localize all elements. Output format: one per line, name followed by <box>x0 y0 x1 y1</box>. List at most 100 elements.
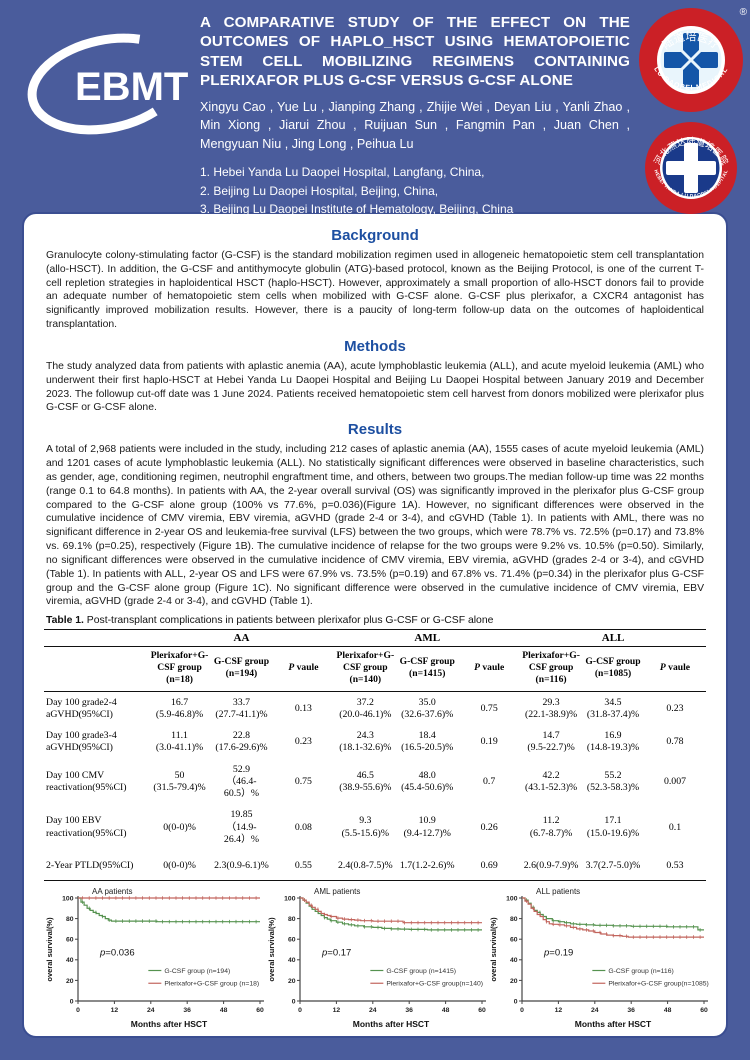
background-text: Granulocyte colony-stimulating factor (G… <box>46 250 704 331</box>
table-caption-label: Table 1. <box>46 615 84 627</box>
table-cell: 0.78 <box>666 736 684 748</box>
svg-text:Plerixafor+G-CSF group(n=1085): Plerixafor+G-CSF group(n=1085) <box>608 980 709 987</box>
table-cell: 33.7 (27.7-41.1)% <box>215 696 268 720</box>
svg-text:overal survival(%): overal survival(%) <box>45 917 54 982</box>
table-cell: 37.2 (20.0-46.1)% <box>339 696 392 720</box>
svg-text:36: 36 <box>405 1007 413 1014</box>
table-cell: 16.7 (5.9-46.8)% <box>155 696 204 720</box>
svg-text:overal survival(%): overal survival(%) <box>267 917 276 982</box>
svg-text:40: 40 <box>288 957 296 964</box>
header-text-block: A COMPARATIVE STUDY OF THE EFFECT ON THE… <box>200 13 630 219</box>
aa-chart-figure: 0 20 40 60 80 100 0 12 24 36 48 60 AA patients p=0.03… <box>44 885 266 1035</box>
poster-title: A COMPARATIVE STUDY OF THE EFFECT ON THE… <box>200 14 630 89</box>
svg-text:24: 24 <box>147 1007 155 1014</box>
table-cell: 0.007 <box>663 775 686 787</box>
results-text: A total of 2,968 patients were included … <box>46 444 704 608</box>
table-col-header: P vaule <box>643 646 706 693</box>
lu-daopei-medical-logo: 陆道培医疗 LU DAOPEI MEDICAL <box>639 8 743 112</box>
all-chart-figure: 0 20 40 60 80 100 0 12 24 36 48 60 ALL patients p=0.1… <box>488 885 710 1035</box>
methods-text: The study analyzed data from patients wi… <box>46 360 704 414</box>
svg-text:p=0.036: p=0.036 <box>99 947 135 958</box>
svg-text:Plerixafor+G-CSF group (n=18): Plerixafor+G-CSF group (n=18) <box>164 980 259 987</box>
table-cell: 3.7(2.7-5.0)% <box>582 850 644 881</box>
hebei-yanda-hospital-logo: 河北燕达陆道培医院 HEBEI YANDA LU DAOPEI HOSPITAL <box>645 122 737 214</box>
poster-header: EBMT A COMPARATIVE STUDY OF THE EFFECT O… <box>0 0 750 216</box>
table-col-header: P vaule <box>458 646 521 693</box>
svg-text:p=0.19: p=0.19 <box>543 947 573 958</box>
svg-text:0: 0 <box>70 998 74 1005</box>
table-cell: 18.4 (16.5-20.5)% <box>401 730 454 754</box>
table-cell: 0.13 <box>294 702 312 714</box>
table-header-row: Plerixafor+G-CSF group (n=18) G-CSF group(… <box>44 646 706 693</box>
svg-text:48: 48 <box>442 1007 450 1014</box>
svg-text:20: 20 <box>510 978 518 985</box>
table-group-header: AA <box>148 629 335 648</box>
svg-text:60: 60 <box>700 1007 708 1014</box>
svg-text:60: 60 <box>288 936 296 943</box>
svg-text:40: 40 <box>66 957 74 964</box>
svg-text:0: 0 <box>514 998 518 1005</box>
table-col-header: P vaule <box>272 646 335 693</box>
svg-text:12: 12 <box>111 1007 119 1014</box>
svg-text:48: 48 <box>664 1007 672 1014</box>
svg-text:60: 60 <box>510 936 518 943</box>
table-cell: 0.7 <box>483 775 496 787</box>
cross-x-icon <box>678 47 704 73</box>
svg-text:100: 100 <box>284 895 296 902</box>
aa-survival-chart: 0 20 40 60 80 100 0 12 24 36 48 60 AA patients p=0.03… <box>45 887 264 1029</box>
svg-text:60: 60 <box>66 936 74 943</box>
results-table: AA AML ALL Plerixafor+G-CSF group (n=18) G-CS… <box>44 629 706 881</box>
ebmt-logo-text: EBMT <box>75 65 188 109</box>
table-cell: 35.0 (32.6-37.6)% <box>401 696 454 720</box>
table-row-label: Day 100 CMV reactivation(95%CI) <box>46 769 127 793</box>
table-row-label: Day 100 grade3-4 aGVHD(95%CI) <box>46 730 117 754</box>
svg-text:12: 12 <box>555 1007 563 1014</box>
svg-text:p=0.17: p=0.17 <box>321 947 351 958</box>
table-col-header: Plerixafor+G-CSF group (n=140) <box>334 646 397 693</box>
svg-text:100: 100 <box>506 895 518 902</box>
table-cell: 52.9 （46.4-60.5）% <box>223 763 260 800</box>
table-cell: 16.9 (14.8-19.3)% <box>586 730 640 754</box>
table-cell: 0.1 <box>668 821 682 833</box>
table-cell: 22.8 (17.6-29.6)% <box>215 730 268 754</box>
table-group-header: AML <box>334 629 521 648</box>
table-cell: 19.85 （14.9-26.4）% <box>223 809 260 845</box>
svg-text:80: 80 <box>288 916 296 923</box>
svg-text:0: 0 <box>76 1007 80 1014</box>
content-card: Background Granulocyte colony-stimulatin… <box>22 212 728 1038</box>
svg-text:Months after HSCT: Months after HSCT <box>575 1019 652 1029</box>
svg-text:48: 48 <box>220 1007 228 1014</box>
svg-text:0: 0 <box>298 1007 302 1014</box>
svg-text:Plerixafor+G-CSF group(n=140): Plerixafor+G-CSF group(n=140) <box>386 980 483 987</box>
table-cell: 0(0-0)% <box>148 850 211 881</box>
affiliation-1: 1. Hebei Yanda Lu Daopei Hospital, Langf… <box>200 164 485 179</box>
table-cell: 14.7 (9.5-22.7)% <box>527 730 575 754</box>
table-row-label: Day 100 grade2-4 aGVHD(95%CI) <box>46 696 117 720</box>
table-cell: 11.2 (6.7-8.7)% <box>529 815 573 839</box>
table-col-header: G-CSF group (n=1415) <box>396 646 459 693</box>
svg-text:G-CSF group (n=116): G-CSF group (n=116) <box>608 968 673 975</box>
table-row: Day 100 CMV reactivation(95%CI) 50 (31.5-79… <box>44 759 706 805</box>
methods-heading: Methods <box>344 337 406 355</box>
table-cell: 24.3 (18.1-32.6)% <box>339 730 392 754</box>
svg-text:80: 80 <box>510 916 518 923</box>
background-heading: Background <box>331 227 419 244</box>
table-cell: 0.23 <box>294 736 312 748</box>
table-cell: 46.5 (38.9-55.6)% <box>339 769 392 793</box>
table-col-header: Plerixafor+G-CSF group (n=116) <box>520 646 583 693</box>
results-heading: Results <box>347 421 403 439</box>
svg-text:40: 40 <box>510 957 518 964</box>
ebmt-swoosh-icon: EBMT <box>27 33 188 135</box>
svg-text:AA patients: AA patients <box>92 887 132 896</box>
table-row: Day 100 EBV reactivation(95%CI) 0(0-0)% 19.… <box>44 805 706 851</box>
affiliation-3: 3. Beijing Lu Daopei Institute of Hemato… <box>200 202 514 217</box>
ebmt-logo: EBMT <box>25 22 215 157</box>
registered-mark: ® <box>739 7 747 18</box>
table-cell: 29.3 (22.1-38.9)% <box>524 696 578 720</box>
all-survival-chart: 0 20 40 60 80 100 0 12 24 36 48 60 ALL patients p=0.1… <box>489 887 709 1029</box>
table-cell: 0.23 <box>666 702 684 714</box>
table-cell: 0.69 <box>458 850 521 881</box>
svg-text:36: 36 <box>627 1007 635 1014</box>
affiliation-2: 2. Beijing Lu Daopei Hospital, Beijing, … <box>200 183 439 198</box>
table-cell: 0.75 <box>480 702 498 714</box>
